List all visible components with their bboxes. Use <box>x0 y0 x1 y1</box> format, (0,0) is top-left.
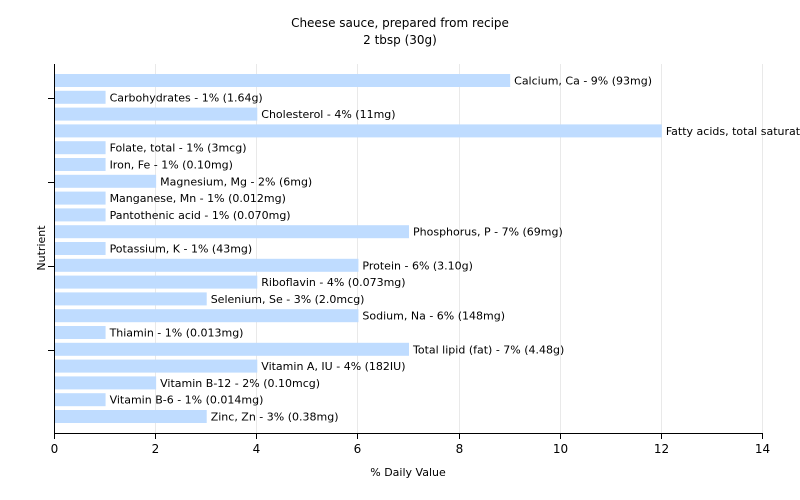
bar <box>55 242 106 255</box>
bar <box>55 208 106 222</box>
bar <box>55 158 106 171</box>
bar <box>55 376 157 390</box>
bar <box>55 393 106 407</box>
bar <box>55 191 106 205</box>
bar-label: Sodium, Na - 6% (148mg) <box>362 310 505 323</box>
axes: 0 2 4 6 8 10 12 14 <box>48 64 770 456</box>
x-tick-label: 12 <box>654 442 669 456</box>
chart-subtitle: 2 tbsp (30g) <box>363 33 437 47</box>
bar <box>55 326 106 339</box>
bar-label: Selenium, Se - 3% (2.0mcg) <box>211 293 365 306</box>
bar <box>55 258 359 272</box>
bar-label: Riboflavin - 4% (0.073mg) <box>261 276 405 289</box>
bar-label: Carbohydrates - 1% (1.64g) <box>110 91 263 104</box>
bar <box>55 124 662 138</box>
bar-label: Iron, Fe - 1% (0.10mg) <box>110 159 233 172</box>
bar <box>55 410 207 423</box>
bar <box>55 359 258 373</box>
x-tick-label: 14 <box>755 442 770 456</box>
bar <box>55 275 258 289</box>
chart-title: Cheese sauce, prepared from recipe <box>291 16 509 30</box>
bars <box>55 74 662 423</box>
bar <box>55 342 409 356</box>
y-axis-title: Nutrient <box>35 225 48 271</box>
x-tick-label: 4 <box>253 442 261 456</box>
bar-label: Vitamin B-6 - 1% (0.014mg) <box>110 394 264 407</box>
bar-label: Potassium, K - 1% (43mg) <box>110 243 253 256</box>
bar-label: Total lipid (fat) - 7% (4.48g) <box>412 343 564 356</box>
bar <box>55 292 207 306</box>
bar-label: Protein - 6% (3.10g) <box>362 259 473 272</box>
x-axis-title: % Daily Value <box>370 466 446 479</box>
bar <box>55 225 409 239</box>
x-tick-label: 2 <box>152 442 160 456</box>
bar <box>55 174 157 188</box>
bar-label: Thiamin - 1% (0.013mg) <box>109 327 244 340</box>
bar-label: Manganese, Mn - 1% (0.012mg) <box>110 192 286 205</box>
bar-labels: Calcium, Ca - 9% (93mg) Carbohydrates - 1… <box>109 75 800 424</box>
x-tick-label: 0 <box>51 442 59 456</box>
bar-label: Vitamin B-12 - 2% (0.10mcg) <box>160 377 320 390</box>
bar <box>55 74 511 87</box>
bar-label: Phosphorus, P - 7% (69mg) <box>413 226 563 239</box>
bar-label: Pantothenic acid - 1% (0.070mg) <box>110 209 291 222</box>
bar <box>55 107 258 121</box>
bar-label: Fatty acids, total saturated - 12% (2.41… <box>666 125 800 138</box>
bar-label: Folate, total - 1% (3mcg) <box>110 142 247 155</box>
x-tick-label: 6 <box>354 442 362 456</box>
bar-label: Zinc, Zn - 3% (0.38mg) <box>211 411 339 424</box>
bar-label: Vitamin A, IU - 4% (182IU) <box>261 360 405 373</box>
bar <box>55 141 106 155</box>
bar-label: Calcium, Ca - 9% (93mg) <box>514 75 652 88</box>
bar-label: Magnesium, Mg - 2% (6mg) <box>160 175 312 188</box>
x-tick-label: 8 <box>456 442 464 456</box>
bar <box>55 90 106 104</box>
x-tick-label: 10 <box>553 442 568 456</box>
bar-label: Cholesterol - 4% (11mg) <box>261 108 395 121</box>
bar <box>55 309 359 323</box>
